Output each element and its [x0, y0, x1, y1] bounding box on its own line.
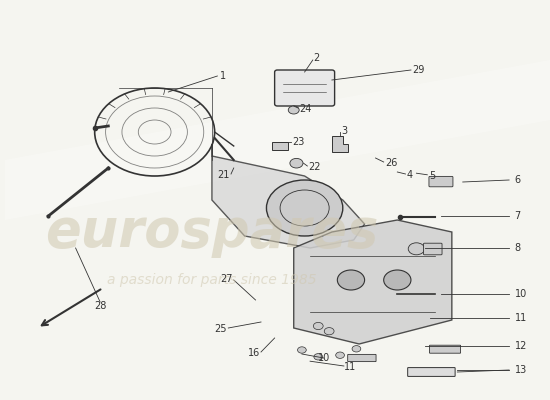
- Polygon shape: [272, 142, 288, 150]
- Polygon shape: [332, 136, 348, 152]
- Circle shape: [352, 346, 361, 352]
- Text: 4: 4: [406, 170, 412, 180]
- Text: 1: 1: [220, 71, 226, 81]
- Text: 21: 21: [217, 170, 229, 180]
- Circle shape: [337, 270, 365, 290]
- Text: eurospares: eurospares: [45, 206, 378, 258]
- Text: 12: 12: [515, 341, 527, 351]
- Circle shape: [298, 347, 306, 353]
- Circle shape: [288, 106, 299, 114]
- Text: 22: 22: [309, 162, 321, 172]
- FancyBboxPatch shape: [429, 176, 453, 187]
- Text: 11: 11: [515, 313, 527, 323]
- Text: 28: 28: [94, 301, 106, 311]
- Text: a passion for parts since 1985: a passion for parts since 1985: [107, 273, 317, 287]
- Circle shape: [408, 243, 425, 255]
- Text: 2: 2: [313, 53, 319, 63]
- Text: 10: 10: [515, 289, 527, 299]
- Circle shape: [314, 354, 323, 360]
- Text: 5: 5: [429, 170, 435, 180]
- FancyBboxPatch shape: [348, 354, 376, 362]
- Text: 27: 27: [220, 274, 233, 284]
- Polygon shape: [212, 144, 365, 248]
- Text: 16: 16: [248, 348, 260, 358]
- Text: 25: 25: [214, 324, 227, 334]
- Text: 11: 11: [344, 362, 356, 372]
- FancyBboxPatch shape: [424, 243, 442, 255]
- FancyBboxPatch shape: [274, 70, 334, 106]
- Text: 3: 3: [342, 126, 348, 136]
- Circle shape: [314, 322, 323, 330]
- Text: 29: 29: [412, 65, 425, 75]
- Circle shape: [290, 158, 303, 168]
- Text: 10: 10: [318, 353, 331, 363]
- FancyBboxPatch shape: [430, 345, 460, 353]
- Polygon shape: [5, 60, 550, 220]
- Text: 23: 23: [292, 137, 305, 147]
- Polygon shape: [294, 220, 452, 344]
- Circle shape: [266, 180, 343, 236]
- Text: 26: 26: [385, 158, 397, 168]
- FancyBboxPatch shape: [408, 368, 455, 376]
- Text: 24: 24: [299, 104, 311, 114]
- Text: 13: 13: [515, 365, 527, 375]
- Circle shape: [324, 328, 334, 335]
- Text: 8: 8: [515, 243, 521, 253]
- Text: 6: 6: [515, 175, 521, 185]
- Circle shape: [336, 352, 344, 358]
- Circle shape: [384, 270, 411, 290]
- Text: 7: 7: [515, 211, 521, 221]
